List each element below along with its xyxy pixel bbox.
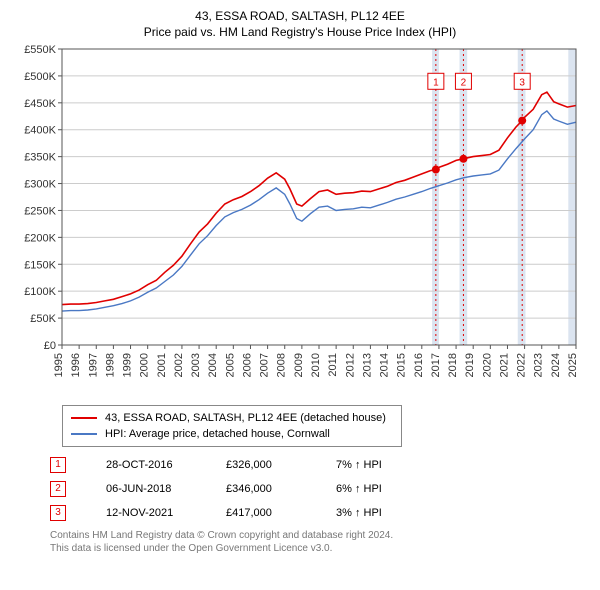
attribution-line-2: This data is licensed under the Open Gov… — [50, 542, 590, 555]
event-date: 28-OCT-2016 — [106, 459, 226, 471]
svg-text:2015: 2015 — [396, 353, 408, 377]
event-pct: 7% ↑ HPI — [336, 459, 416, 471]
svg-text:£350K: £350K — [24, 151, 56, 163]
chart-container: 43, ESSA ROAD, SALTASH, PL12 4EE Price p… — [0, 0, 600, 590]
svg-text:£500K: £500K — [24, 71, 56, 83]
chart-subtitle: Price paid vs. HM Land Registry's House … — [10, 25, 590, 39]
svg-text:1995: 1995 — [53, 353, 65, 377]
svg-text:2000: 2000 — [139, 353, 151, 377]
event-marker: 3 — [50, 505, 66, 521]
svg-text:2004: 2004 — [207, 353, 219, 377]
legend-item: 43, ESSA ROAD, SALTASH, PL12 4EE (detach… — [71, 410, 393, 426]
chart-title: 43, ESSA ROAD, SALTASH, PL12 4EE — [10, 8, 590, 25]
svg-text:2006: 2006 — [241, 353, 253, 377]
svg-text:1: 1 — [433, 77, 439, 88]
svg-text:2024: 2024 — [550, 353, 562, 377]
svg-text:2012: 2012 — [344, 353, 356, 377]
svg-text:£150K: £150K — [24, 259, 56, 271]
svg-text:£100K: £100K — [24, 286, 56, 298]
svg-text:2013: 2013 — [361, 353, 373, 377]
event-row: 2 06-JUN-2018£346,0006% ↑ HPI — [50, 477, 590, 501]
svg-text:1996: 1996 — [70, 353, 82, 377]
svg-text:2009: 2009 — [293, 353, 305, 377]
event-date: 06-JUN-2018 — [106, 483, 226, 495]
svg-text:£550K: £550K — [24, 45, 56, 56]
svg-text:2025: 2025 — [567, 353, 579, 377]
legend-label: HPI: Average price, detached house, Corn… — [105, 428, 330, 440]
legend-swatch — [71, 417, 97, 419]
legend-swatch — [71, 433, 97, 435]
svg-text:2011: 2011 — [327, 353, 339, 377]
attribution-line-1: Contains HM Land Registry data © Crown c… — [50, 529, 590, 542]
event-table: 1 28-OCT-2016£326,0007% ↑ HPI 2 06-JUN-2018… — [50, 453, 590, 525]
legend-label: 43, ESSA ROAD, SALTASH, PL12 4EE (detach… — [105, 412, 386, 424]
svg-text:2018: 2018 — [447, 353, 459, 377]
legend-item: HPI: Average price, detached house, Corn… — [71, 426, 393, 442]
svg-text:2017: 2017 — [430, 353, 442, 377]
line-chart-svg: £0 £50K £100K £150K £200K £250K £300K £350K £400… — [10, 45, 590, 401]
event-marker: 1 — [50, 457, 66, 473]
svg-text:2002: 2002 — [173, 353, 185, 377]
svg-text:£400K: £400K — [24, 125, 56, 137]
svg-text:2019: 2019 — [464, 353, 476, 377]
event-pct: 3% ↑ HPI — [336, 507, 416, 519]
svg-text:£0: £0 — [44, 340, 56, 352]
svg-text:3: 3 — [519, 77, 525, 88]
event-row: 3 12-NOV-2021£417,0003% ↑ HPI — [50, 501, 590, 525]
svg-text:2007: 2007 — [259, 353, 271, 377]
svg-text:1998: 1998 — [104, 353, 116, 377]
event-date: 12-NOV-2021 — [106, 507, 226, 519]
svg-text:2016: 2016 — [413, 353, 425, 377]
chart-plot-area: £0 £50K £100K £150K £200K £250K £300K £350K £400… — [10, 45, 590, 401]
event-price: £326,000 — [226, 459, 336, 471]
svg-text:£50K: £50K — [30, 313, 56, 325]
svg-text:£300K: £300K — [24, 178, 56, 190]
svg-text:£250K: £250K — [24, 205, 56, 217]
svg-text:2005: 2005 — [224, 353, 236, 377]
svg-text:2003: 2003 — [190, 353, 202, 377]
svg-text:2010: 2010 — [310, 353, 322, 377]
svg-text:1999: 1999 — [122, 353, 134, 377]
attribution: Contains HM Land Registry data © Crown c… — [50, 529, 590, 555]
svg-text:£450K: £450K — [24, 98, 56, 110]
svg-text:2008: 2008 — [276, 353, 288, 377]
event-marker: 2 — [50, 481, 66, 497]
event-row: 1 28-OCT-2016£326,0007% ↑ HPI — [50, 453, 590, 477]
svg-text:2001: 2001 — [156, 353, 168, 377]
event-price: £346,000 — [226, 483, 336, 495]
svg-text:£200K: £200K — [24, 232, 56, 244]
svg-text:2020: 2020 — [481, 353, 493, 377]
svg-text:1997: 1997 — [87, 353, 99, 377]
svg-text:2014: 2014 — [379, 353, 391, 377]
event-price: £417,000 — [226, 507, 336, 519]
event-pct: 6% ↑ HPI — [336, 483, 416, 495]
svg-text:2: 2 — [461, 77, 467, 88]
legend: 43, ESSA ROAD, SALTASH, PL12 4EE (detach… — [62, 405, 402, 447]
svg-text:2022: 2022 — [516, 353, 528, 377]
svg-text:2023: 2023 — [533, 353, 545, 377]
svg-text:2021: 2021 — [498, 353, 510, 377]
